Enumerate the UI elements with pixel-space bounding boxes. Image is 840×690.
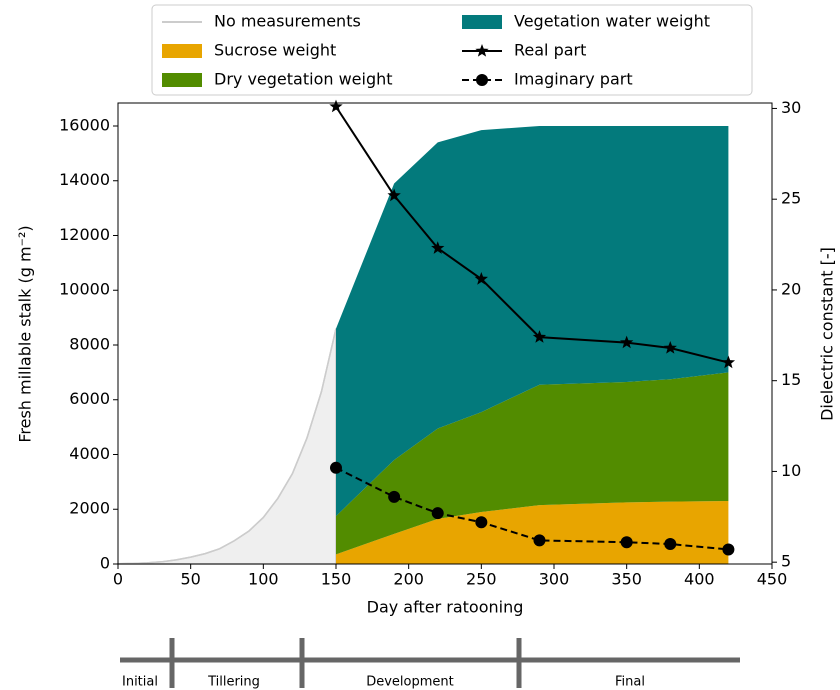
y-tick-label: 16000	[59, 115, 110, 134]
x-tick-label: 100	[248, 570, 279, 589]
marker	[664, 538, 677, 551]
y-tick-label: 8000	[69, 334, 110, 353]
legend-handle	[162, 73, 202, 87]
plot-frame	[117, 102, 773, 565]
y-axis-label: Fresh millable stalk (g m⁻²)	[16, 225, 35, 442]
y-tick-label: 4000	[69, 444, 110, 463]
marker	[431, 241, 445, 254]
phase-label: Tillering	[207, 675, 260, 690]
marker	[474, 272, 488, 285]
marker	[663, 341, 677, 354]
y-tick-label: 12000	[59, 225, 110, 244]
legend-label: Dry vegetation weight	[214, 70, 393, 89]
line	[335, 106, 729, 364]
marker	[330, 461, 342, 474]
y2-tick-label: 20	[781, 279, 801, 298]
x-tick-label: 200	[393, 570, 424, 589]
legend-marker	[476, 74, 488, 86]
phase-bar: Initial Tillering Development Final	[120, 638, 740, 690]
y2-tick-label: 30	[781, 98, 801, 117]
marker	[532, 330, 547, 343]
marker	[388, 490, 401, 503]
y-tick-label: 2000	[69, 499, 110, 518]
phase-label: Final	[615, 675, 645, 690]
x-tick-label: 400	[684, 570, 715, 589]
area	[336, 501, 729, 564]
marker	[329, 99, 343, 113]
x-tick-label: 300	[539, 570, 570, 589]
marker	[620, 335, 634, 349]
marker	[431, 507, 444, 520]
marker	[387, 188, 401, 202]
x-tick-label: 150	[321, 570, 352, 589]
legend-label: Real part	[514, 41, 586, 60]
y-tick-label: 0	[100, 554, 110, 573]
x-axis-label: Day after ratooning	[367, 598, 524, 617]
y2-tick-label: 10	[781, 461, 801, 480]
legend-handle	[162, 44, 202, 58]
marker	[533, 534, 546, 547]
legend-marker	[475, 44, 489, 57]
marker	[721, 355, 736, 369]
area-edge	[117, 328, 337, 565]
phase-label: Development	[366, 675, 454, 690]
legend-label: Sucrose weight	[214, 41, 336, 60]
y2-tick-label: 5	[781, 552, 791, 571]
x-tick-label: 450	[757, 570, 788, 589]
marker	[475, 516, 488, 529]
x-tick-label: 250	[466, 570, 497, 589]
legend-label: Vegetation water weight	[514, 12, 710, 31]
y-tick-label: 10000	[59, 280, 110, 299]
x-tick-label: 50	[180, 570, 200, 589]
y2-axis-label: Dielectric constant [-]	[818, 247, 837, 421]
marker	[722, 543, 735, 556]
y2-tick-label: 15	[781, 370, 801, 389]
x-tick-label: 350	[611, 570, 642, 589]
legend-handle	[462, 15, 502, 29]
x-tick-label: 0	[113, 570, 123, 589]
y2-tick-label: 25	[781, 189, 801, 208]
marker	[620, 536, 633, 549]
legend-box	[151, 4, 753, 96]
plot-area	[117, 99, 736, 565]
y-tick-label: 6000	[69, 389, 110, 408]
y-tick-label: 14000	[59, 170, 110, 189]
area	[336, 125, 729, 517]
legend-label: No measurements	[214, 12, 361, 31]
phase-label: Initial	[122, 675, 158, 690]
legend-label: Imaginary part	[514, 70, 633, 89]
line	[335, 466, 729, 551]
